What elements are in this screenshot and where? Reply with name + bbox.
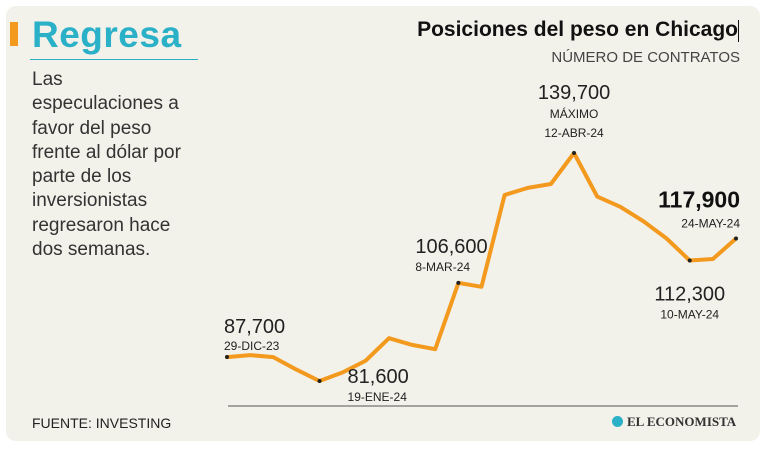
brand-name: EL ECONOMISTA [627,414,737,429]
infographic-card [6,6,760,441]
data-label-date: 24-MAY-24 [681,217,740,231]
data-label-value: 87,700 [224,316,285,338]
series-line [225,151,738,383]
body-text: Las especulaciones a favor del peso fren… [32,69,181,261]
data-label-date: 12-ABR-24 [544,126,604,140]
kicker-heading: Regresa [32,14,182,55]
data-point-marker [687,258,692,263]
brand-icon [612,416,623,427]
data-point-marker [734,236,738,241]
data-label-date: 19-ENE-24 [348,390,408,404]
data-point-marker [572,151,577,155]
chart-subtitle: NÚMERO DE CONTRATOS [551,49,740,66]
data-label-value: 139,700 [538,82,610,104]
data-label-date: 29-DIC-23 [224,339,280,353]
data-label-value: 81,600 [348,366,409,388]
data-label-note: MÁXIMO [550,106,599,121]
data-point-marker [225,355,229,360]
data-label-date: 8-MAR-24 [415,260,470,274]
data-point-marker [456,280,461,285]
data-label-value: 117,900 [658,187,740,213]
data-label-value: 106,600 [415,236,487,258]
accent-bar [10,22,18,46]
title-bar-mark [738,20,739,42]
data-point-marker [317,379,322,383]
kicker-divider [30,59,198,60]
brand-logo: EL ECONOMISTA [612,414,736,430]
chart-title: Posiciones del peso en Chicago [417,18,738,41]
data-label-value: 112,300 [654,284,725,306]
source-note: FUENTE: INVESTING [32,415,172,431]
data-label-date: 10-MAY-24 [660,308,719,322]
